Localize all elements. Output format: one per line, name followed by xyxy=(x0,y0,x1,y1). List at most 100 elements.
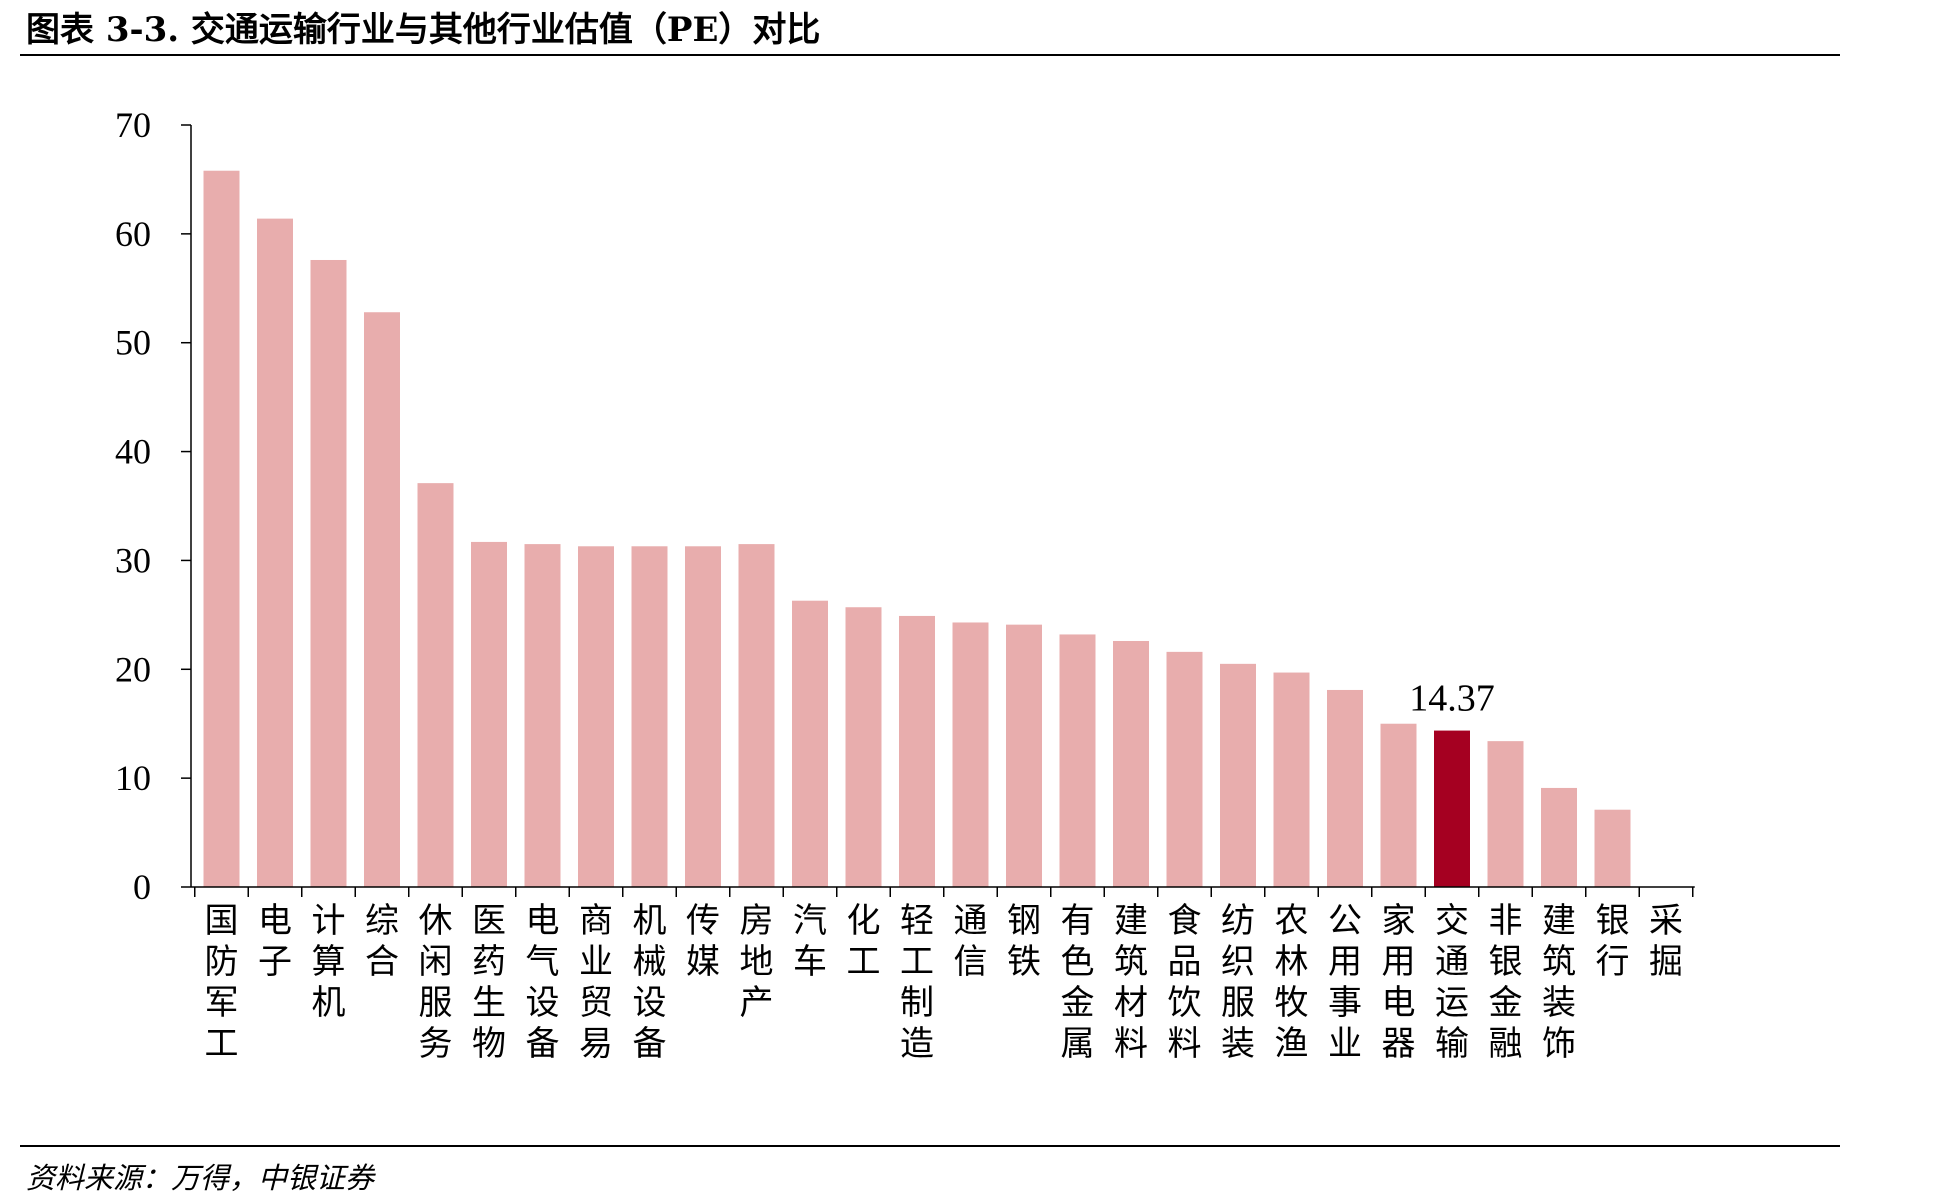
x-tick-label: 设 xyxy=(633,983,667,1023)
chart-title: 图表 3-3. 交通运输行业与其他行业估值（PE）对比 xyxy=(26,10,821,50)
x-tick-label: 行 xyxy=(1596,942,1630,982)
x-tick-label: 掘 xyxy=(1649,942,1683,982)
bar xyxy=(685,546,721,887)
x-tick-label: 筑 xyxy=(1542,942,1576,982)
bar xyxy=(1594,809,1631,887)
x-tick-label: 家 xyxy=(1382,901,1416,941)
x-tick-label: 国 xyxy=(205,901,239,941)
bar xyxy=(578,546,614,887)
bar xyxy=(1059,634,1096,887)
x-tick-label: 军 xyxy=(205,983,239,1023)
x-tick-label: 信 xyxy=(954,942,988,982)
x-tick-label: 贸 xyxy=(579,983,613,1023)
x-tick-label: 机 xyxy=(633,901,667,941)
x-tick-label: 备 xyxy=(633,1024,667,1064)
x-tick-label: 汽 xyxy=(793,901,827,941)
bottom-divider xyxy=(20,1145,1840,1147)
bar xyxy=(1220,663,1256,887)
x-tick-label: 交 xyxy=(1435,901,1469,941)
x-tick-label: 服 xyxy=(1221,983,1255,1023)
x-tick-label: 筑 xyxy=(1114,942,1148,982)
x-tick-label: 料 xyxy=(1168,1024,1202,1064)
x-tick-label: 电 xyxy=(526,901,560,941)
x-tick-label: 生 xyxy=(472,983,506,1023)
bar xyxy=(417,483,454,887)
x-tick-label: 机 xyxy=(312,983,346,1023)
x-tick-label: 工 xyxy=(900,942,934,982)
x-tick-label: 林 xyxy=(1275,942,1309,982)
bar-highlight xyxy=(1434,730,1470,887)
x-tick-label: 牧 xyxy=(1275,983,1309,1023)
x-tick-label: 业 xyxy=(1328,1024,1362,1064)
y-tick-label: 20 xyxy=(115,649,151,689)
x-tick-label: 工 xyxy=(205,1024,239,1064)
source-note: 资料来源：万得，中银证券 xyxy=(26,1161,375,1195)
labels-group: 国防军工电子计算机综合休闲服务医药生物电气设备商业贸易机械设备传媒房地产汽车化工… xyxy=(205,678,1684,1064)
x-tick-label: 车 xyxy=(793,942,827,982)
x-tick-label: 休 xyxy=(419,901,453,941)
x-tick-label: 地 xyxy=(740,942,774,982)
bars-group xyxy=(203,170,1631,888)
bar xyxy=(845,607,882,887)
x-tick-label: 轻 xyxy=(900,901,934,941)
x-tick-label: 食 xyxy=(1168,901,1202,941)
x-tick-label: 商 xyxy=(579,901,613,941)
x-tick-label: 工 xyxy=(847,942,881,982)
x-tick-label: 材 xyxy=(1114,983,1148,1023)
bar xyxy=(1166,651,1203,887)
y-tick-label: 60 xyxy=(115,214,151,254)
y-tick-label: 40 xyxy=(115,432,151,472)
x-tick-label: 传 xyxy=(686,901,720,941)
x-tick-label: 银 xyxy=(1489,942,1523,982)
bar xyxy=(631,546,668,887)
x-tick-label: 器 xyxy=(1382,1024,1416,1064)
x-tick-label: 料 xyxy=(1114,1024,1148,1064)
y-tick-label: 0 xyxy=(133,867,151,907)
x-tick-label: 饮 xyxy=(1168,983,1202,1023)
y-tick-label: 30 xyxy=(115,540,151,580)
x-tick-label: 建 xyxy=(1542,901,1576,941)
x-tick-label: 媒 xyxy=(686,942,720,982)
x-tick-label: 计 xyxy=(312,901,346,941)
bar xyxy=(899,615,935,887)
x-tick-label: 装 xyxy=(1542,983,1576,1023)
bar xyxy=(257,218,293,888)
bar xyxy=(1380,723,1417,887)
x-tick-label: 制 xyxy=(900,983,934,1023)
x-tick-label: 纺 xyxy=(1221,901,1255,941)
x-tick-label: 子 xyxy=(258,942,292,982)
x-tick-label: 防 xyxy=(205,942,239,982)
x-tick-label: 造 xyxy=(900,1024,934,1064)
x-tick-label: 金 xyxy=(1489,983,1523,1023)
x-tick-label: 气 xyxy=(526,942,560,982)
bar xyxy=(792,600,828,887)
x-tick-label: 金 xyxy=(1061,983,1095,1023)
bar xyxy=(310,259,347,887)
x-tick-label: 合 xyxy=(365,942,399,982)
y-tick-label: 70 xyxy=(115,105,151,145)
bar xyxy=(1006,624,1042,887)
y-tick-label: 10 xyxy=(115,758,151,798)
bar xyxy=(1487,741,1524,887)
bar xyxy=(1113,640,1149,887)
x-tick-label: 算 xyxy=(312,942,346,982)
x-tick-label: 药 xyxy=(472,942,506,982)
x-tick-label: 综 xyxy=(365,901,399,941)
x-tick-label: 渔 xyxy=(1275,1024,1309,1064)
x-tick-label: 物 xyxy=(472,1024,506,1064)
x-tick-label: 有 xyxy=(1061,901,1095,941)
x-tick-label: 通 xyxy=(1435,942,1469,982)
x-tick-label: 械 xyxy=(633,942,667,982)
x-tick-label: 建 xyxy=(1114,901,1148,941)
x-tick-label: 品 xyxy=(1168,942,1202,982)
x-tick-label: 装 xyxy=(1221,1024,1255,1064)
x-tick-label: 业 xyxy=(579,942,613,982)
x-tick-label: 设 xyxy=(526,983,560,1023)
x-tick-label: 备 xyxy=(526,1024,560,1064)
x-tick-label: 用 xyxy=(1382,942,1416,982)
bar xyxy=(203,170,240,888)
x-tick-label: 铁 xyxy=(1007,942,1041,982)
x-tick-label: 务 xyxy=(419,1024,453,1064)
x-tick-label: 采 xyxy=(1649,901,1683,941)
